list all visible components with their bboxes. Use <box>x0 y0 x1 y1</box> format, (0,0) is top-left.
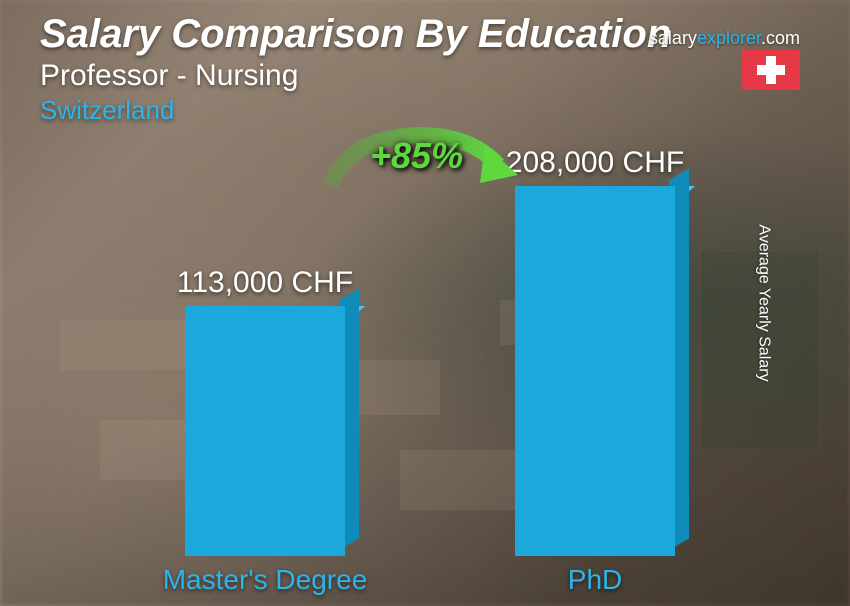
increase-percentage: +85% <box>370 135 463 177</box>
swiss-flag-icon <box>742 50 800 90</box>
watermark: salaryexplorer.com <box>649 28 800 49</box>
y-axis-label: Average Yearly Salary <box>754 224 772 381</box>
flag-cross-horizontal <box>757 65 785 75</box>
watermark-part3: .com <box>761 28 800 48</box>
bar-category-label: PhD <box>445 564 745 596</box>
bar-3d-shape <box>515 186 675 556</box>
bar-chart: 113,000 CHF Master's Degree 208,000 CHF … <box>0 156 850 606</box>
chart-country: Switzerland <box>40 95 810 126</box>
bar-front-face <box>185 306 345 556</box>
watermark-part1: salary <box>649 28 697 48</box>
bar-3d-shape <box>185 306 345 556</box>
chart-subtitle: Professor - Nursing <box>40 59 810 93</box>
bar-category-label: Master's Degree <box>115 564 415 596</box>
watermark-part2: explorer <box>697 28 761 48</box>
bar-front-face <box>515 186 675 556</box>
